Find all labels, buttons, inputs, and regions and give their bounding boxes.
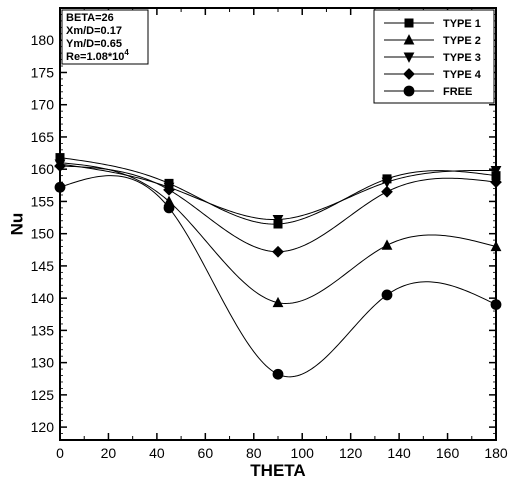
y-tick-label: 145 [31, 258, 55, 274]
data-point-4 [163, 183, 175, 196]
annotation-xm: Xm/D=0.17 [66, 25, 122, 37]
legend-label-4: TYPE 4 [443, 69, 482, 81]
y-tick-label: 150 [31, 226, 55, 242]
legend-marker-4 [403, 68, 415, 80]
data-point-5 [163, 202, 175, 214]
annotation-re: Re=1.08*104 [66, 48, 129, 63]
series-line-4 [59, 165, 497, 253]
x-tick-label: 80 [246, 445, 262, 461]
y-tick-label: 140 [31, 290, 55, 306]
legend-marker-5 [403, 85, 415, 97]
legend-label-3: TYPE 3 [443, 52, 481, 64]
annotation-beta: BETA=26 [66, 12, 114, 24]
series-line-1 [59, 157, 497, 225]
x-tick-label: 0 [56, 445, 64, 461]
legend-label-2: TYPE 2 [443, 35, 481, 47]
series-lines [59, 157, 497, 378]
legend-marker-1 [404, 18, 414, 28]
y-tick-label: 155 [31, 193, 55, 209]
y-tick-label: 165 [31, 129, 55, 145]
data-point-2 [272, 296, 284, 308]
y-tick-label: 135 [31, 322, 55, 338]
legend-label-5: FREE [443, 86, 472, 98]
x-tick-label: 100 [291, 445, 315, 461]
data-point-3 [381, 177, 393, 188]
y-tick-label: 130 [31, 355, 55, 371]
y-tick-label: 180 [31, 32, 55, 48]
y-tick-label: 125 [31, 387, 55, 403]
x-tick-label: 40 [149, 445, 165, 461]
x-tick-label: 60 [198, 445, 214, 461]
series-markers [54, 153, 502, 380]
y-tick-label: 120 [31, 419, 55, 435]
data-point-2 [381, 239, 393, 250]
ticks: 0 20 40 60 80 100 120 140 160 180 120 125 130 135 140 1… [31, 8, 508, 461]
annotation-ym: Ym/D=0.65 [66, 38, 122, 50]
data-point-5 [272, 368, 284, 380]
y-axis-title: Nu [7, 213, 26, 236]
data-point-4 [381, 185, 393, 198]
parameter-annotation: BETA=26 Xm/D=0.17 Ym/D=0.65 Re=1.08*104 [61, 9, 149, 65]
data-point-4 [272, 245, 284, 258]
legend-marker-2 [403, 34, 415, 45]
annotation-re-base: Re=1.08*10 [66, 51, 124, 63]
series-line-5 [59, 175, 497, 378]
legend-marker-3 [403, 52, 415, 63]
x-tick-label: 160 [436, 445, 460, 461]
y-tick-label: 160 [31, 161, 55, 177]
data-point-3 [272, 214, 284, 226]
data-point-5 [381, 289, 393, 301]
x-tick-label: 120 [339, 445, 363, 461]
legend-label-1: TYPE 1 [443, 18, 481, 30]
y-tick-label: 170 [31, 97, 55, 113]
plot-frame [59, 7, 497, 441]
x-tick-label: 20 [101, 445, 117, 461]
x-axis-title: THETA [250, 461, 305, 480]
x-tick-label: 140 [387, 445, 411, 461]
annotation-re-exponent: 4 [124, 48, 129, 57]
x-tick-label: 180 [484, 445, 508, 461]
legend: TYPE 1 TYPE 2 TYPE 3 TYPE 4 FREE [373, 9, 495, 104]
y-tick-label: 175 [31, 64, 55, 80]
